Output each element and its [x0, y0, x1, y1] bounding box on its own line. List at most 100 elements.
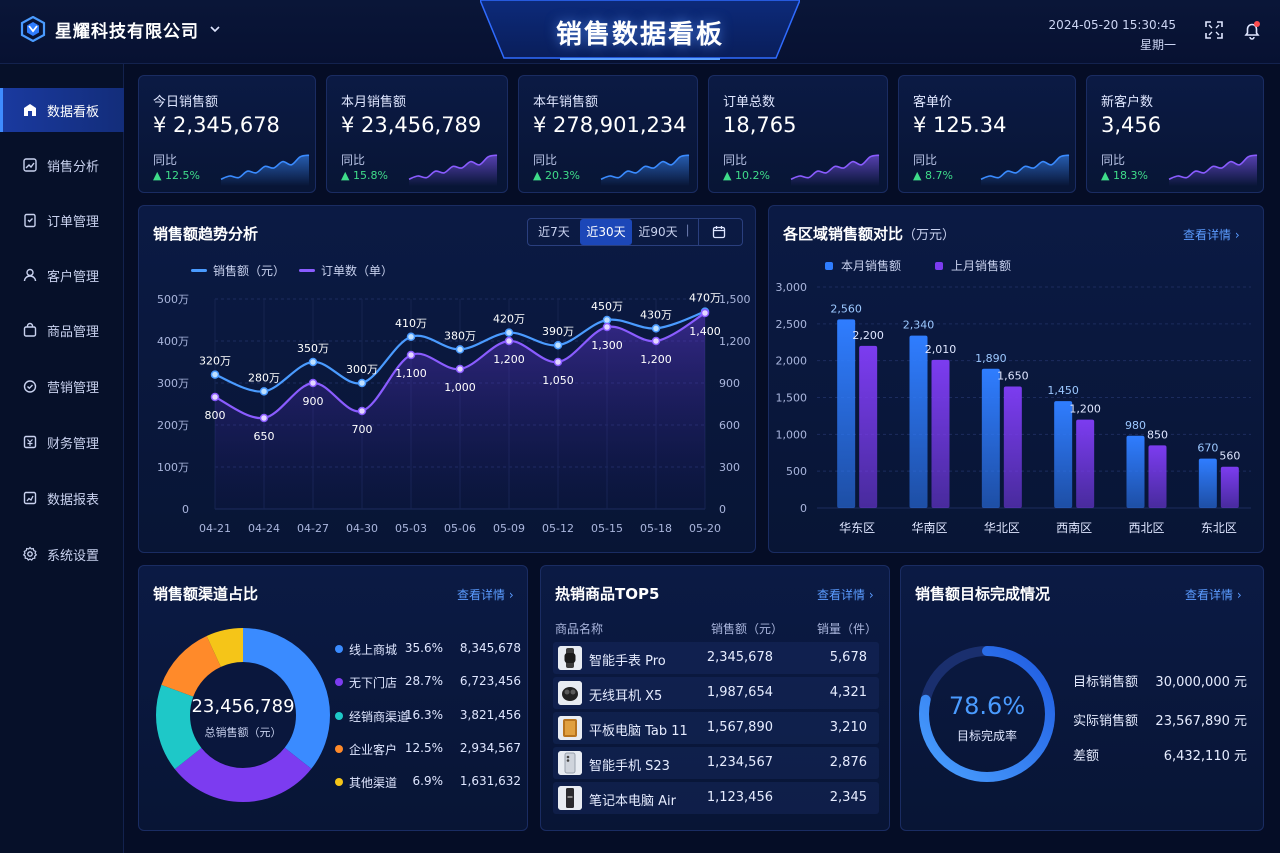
- x-tick: 华南区: [911, 520, 947, 535]
- channel-value: 1,631,632: [459, 774, 521, 788]
- bar-data-label: 980: [1125, 419, 1146, 432]
- range-30-days-button[interactable]: 近30天: [580, 219, 632, 245]
- y-tick: 500: [786, 465, 807, 478]
- x-tick: 04-24: [248, 522, 280, 535]
- product-name: 笔记本电脑 Air: [589, 794, 676, 809]
- sidebar-item-sales-analysis[interactable]: 销售分析: [0, 143, 124, 187]
- channel-row[interactable]: 线上商城 35.6% 8,345,678: [335, 641, 521, 659]
- bar-data-label: 1,450: [1047, 384, 1079, 397]
- y-tick: 3,000: [776, 281, 808, 294]
- sales-data-label: 420万: [493, 313, 525, 326]
- orders-point: [357, 406, 367, 416]
- channel-value: 3,821,456: [459, 708, 521, 722]
- orders-data-label: 1,200: [493, 353, 525, 366]
- sparkline-line: [1168, 154, 1258, 180]
- trend-title: 销售额趋势分析: [153, 225, 259, 243]
- kpi-card-new-customers[interactable]: 新客户数 3,456 同比 ▲ 18.3%: [1086, 75, 1264, 193]
- kpi-change: ▲ 18.3%: [1101, 169, 1148, 182]
- sidebar-item-reports[interactable]: 数据报表: [0, 476, 124, 520]
- table-row[interactable]: 智能手机 S23 1,234,567 2,876: [553, 747, 879, 779]
- region-legend-current[interactable]: 本月销售额: [825, 257, 901, 274]
- current-datetime: 2024-05-20 15:30:45: [1048, 18, 1176, 32]
- product-sales: 1,234,567: [706, 755, 773, 770]
- channel-name: 其他渠道: [349, 776, 398, 790]
- table-row[interactable]: 平板电脑 Tab 11 1,567,890 3,210: [553, 712, 879, 744]
- sidebar-item-orders[interactable]: 订单管理: [0, 198, 124, 242]
- y-tick: 2,500: [776, 318, 808, 331]
- earbuds-icon: [558, 681, 582, 705]
- range-selector: 近7天 近30天 近90天 ▏: [527, 218, 743, 246]
- target-detail-link[interactable]: 查看详情 ›: [1185, 588, 1242, 602]
- sparkline-area: [221, 155, 309, 186]
- channel-value: 2,934,567: [459, 741, 521, 755]
- kpi-label: 本月销售额: [341, 95, 407, 110]
- channel-value: 6,723,456: [459, 674, 521, 688]
- company-switcher[interactable]: 星耀科技有限公司: [20, 16, 221, 42]
- sidebar-item-settings[interactable]: 系统设置: [0, 532, 124, 576]
- calendar-button[interactable]: [698, 219, 738, 245]
- table-row[interactable]: 笔记本电脑 Air 1,123,456 2,345: [553, 782, 879, 814]
- channel-row[interactable]: 其他渠道 6.9% 1,631,632: [335, 774, 521, 792]
- sales-point: [553, 340, 563, 350]
- legend-swatch: [299, 269, 315, 272]
- range-90-days-button[interactable]: 近90天: [638, 225, 678, 239]
- x-tick: 05-12: [542, 522, 574, 535]
- region-legend-previous[interactable]: 上月销售额: [935, 257, 1011, 274]
- kpi-card-avg-order-value[interactable]: 客单价 ¥ 125.34 同比 ▲ 8.7%: [898, 75, 1076, 193]
- sidebar-item-dashboard[interactable]: 数据看板: [0, 88, 124, 132]
- product-qty: 2,345: [829, 790, 867, 805]
- bar-data-label: 670: [1197, 442, 1218, 455]
- channel-detail-link[interactable]: 查看详情 ›: [457, 588, 514, 602]
- sidebar-item-customers[interactable]: 客户管理: [0, 253, 124, 297]
- sparkline-area: [601, 155, 689, 186]
- region-detail-link[interactable]: 查看详情 ›: [1183, 228, 1240, 242]
- fullscreen-icon[interactable]: [1204, 20, 1224, 40]
- channel-row[interactable]: 无下门店 28.7% 6,723,456: [335, 674, 521, 692]
- col-header-qty: 销量（件）: [817, 622, 878, 636]
- kpi-card-today-sales[interactable]: 今日销售额 ¥ 2,345,678 同比 ▲ 12.5%: [138, 75, 316, 193]
- x-tick: 05-06: [444, 522, 476, 535]
- sidebar-item-products[interactable]: 商品管理: [0, 308, 124, 352]
- channel-donut-chart: [156, 628, 330, 802]
- kpi-change: ▲ 15.8%: [341, 169, 388, 182]
- sales-data-label: 390万: [542, 325, 574, 338]
- y-right-tick: 1,200: [719, 335, 751, 348]
- previous-month-bar: [931, 359, 950, 508]
- sales-data-label: 450万: [591, 300, 623, 313]
- channel-total-label: 总销售额（元）: [204, 726, 282, 739]
- bar-data-label: 1,890: [975, 352, 1007, 365]
- orders-point: [651, 336, 661, 346]
- bar-data-label: 2,340: [903, 319, 935, 332]
- kpi-card-month-sales[interactable]: 本月销售额 ¥ 23,456,789 同比 ▲ 15.8%: [326, 75, 508, 193]
- sidebar-item-label: 数据报表: [47, 492, 100, 508]
- trend-legend-sales[interactable]: 销售额（元）: [191, 262, 285, 279]
- sparkline-area: [981, 155, 1069, 186]
- clipboard-icon: [24, 213, 36, 228]
- sales-data-label: 380万: [444, 329, 476, 342]
- chevron-down-icon[interactable]: [209, 23, 221, 35]
- channel-row[interactable]: 经销商渠道 16.3% 3,821,456: [335, 708, 521, 726]
- trend-legend-orders[interactable]: 订单数（单）: [299, 262, 393, 279]
- bell-icon[interactable]: [1242, 20, 1262, 40]
- sidebar-item-marketing[interactable]: 营销管理: [0, 364, 124, 408]
- region-title: 各区域销售额对比（万元）: [783, 223, 955, 244]
- range-more-icon[interactable]: ▏: [687, 226, 695, 237]
- top5-detail-link[interactable]: 查看详情 ›: [817, 588, 874, 602]
- range-7-days-button[interactable]: 近7天: [538, 225, 570, 239]
- channel-row[interactable]: 企业客户 12.5% 2,934,567: [335, 741, 521, 759]
- current-month-bar: [909, 335, 928, 508]
- table-row[interactable]: 无线耳机 X5 1,987,654 4,321: [553, 677, 879, 709]
- region-panel: 各区域销售额对比（万元） 查看详情 › 本月销售额 上月销售额 0 500 1,00…: [768, 205, 1264, 553]
- kpi-card-order-count[interactable]: 订单总数 18,765 同比 ▲ 10.2%: [708, 75, 888, 193]
- y-right-tick: 300: [719, 461, 740, 474]
- orders-point: [308, 378, 318, 388]
- legend-label: 本月销售额: [841, 259, 902, 273]
- sparkline-line: [600, 154, 690, 180]
- kpi-card-year-sales[interactable]: 本年销售额 ¥ 278,901,234 同比 ▲ 20.3%: [518, 75, 698, 193]
- channel-pct: 16.3%: [404, 708, 443, 722]
- calendar-icon: [712, 226, 725, 239]
- diff-label: 差额: [1073, 749, 1100, 764]
- sales-data-label: 280万: [248, 371, 280, 384]
- sidebar-item-finance[interactable]: 财务管理: [0, 420, 124, 464]
- table-row[interactable]: 智能手表 Pro 2,345,678 5,678: [553, 642, 879, 674]
